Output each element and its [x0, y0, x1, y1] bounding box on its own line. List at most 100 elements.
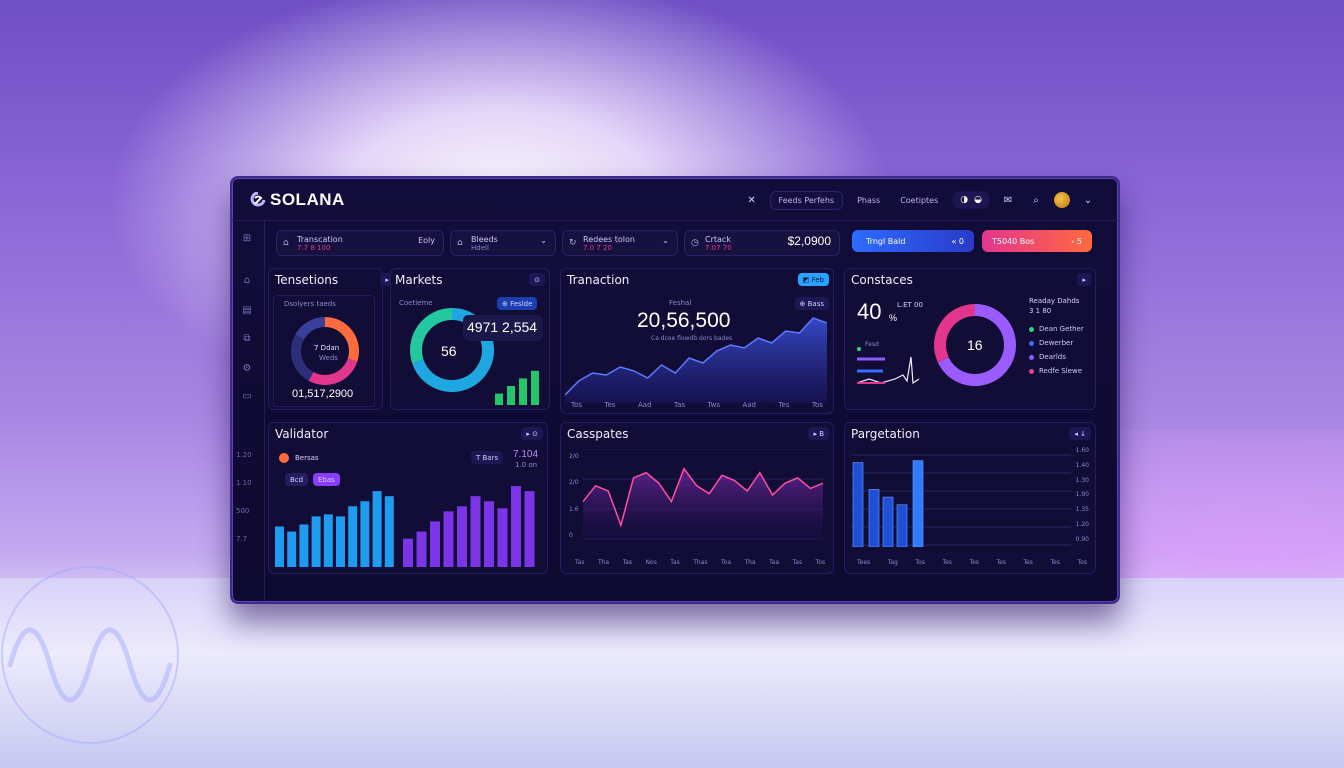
- sidebar: ⊞ ⌂ ▤ ⧉ ⚙ ▭ 1.20 1.10 500 7.7: [232, 221, 265, 601]
- t5040-bos-button[interactable]: T5040 Bos ‹ 5: [982, 230, 1092, 252]
- stat-value: $2,0900: [787, 234, 831, 248]
- markets-value: 4971 2,554: [467, 319, 538, 335]
- x-tick-label: Aad: [637, 401, 652, 409]
- close-icon[interactable]: ✕: [747, 194, 756, 206]
- legend-item: Redfe Slewe: [1029, 367, 1084, 375]
- panel-title: Casspates: [567, 427, 629, 441]
- button-label: T5040 Bos: [992, 236, 1035, 246]
- stat-card-bleeds[interactable]: ⌂ Bleeds Hdell ⌄: [450, 230, 556, 256]
- y-tick-label: 0: [569, 531, 573, 539]
- markets-bar-chart: [495, 370, 539, 405]
- avatar[interactable]: [1054, 192, 1070, 208]
- stat-card-transcation[interactable]: ⌂ Transcation 7.7 8 100 Eoly: [276, 230, 444, 256]
- panel-menu-button[interactable]: ◂ ↓: [1069, 427, 1091, 440]
- legend-sub: 3 1 80: [1029, 307, 1052, 315]
- bar: [470, 496, 481, 567]
- stat-card-crtack[interactable]: ◷ Crtack 7.07 70 $2,0900: [684, 230, 840, 256]
- panel-menu-button[interactable]: ⊙: [529, 273, 545, 286]
- y-tick-label: 1.30: [1075, 476, 1089, 484]
- casspates-line-chart: [583, 449, 823, 541]
- legend-dot-icon: [1029, 354, 1034, 360]
- y-tick-label: 1.60: [1075, 447, 1089, 454]
- stat-card-redees[interactable]: ↻ Redees tolon 7.0 7 20 ⌄: [562, 230, 678, 256]
- settings-icon[interactable]: ⚙: [242, 363, 252, 374]
- donut-card: Dsolyers taeds 7 Ddan Weds 01,517,2900: [273, 295, 375, 407]
- bar: [507, 386, 515, 405]
- home-icon[interactable]: ⌂: [243, 275, 251, 286]
- x-tick-label: Tha: [597, 559, 610, 566]
- x-tick-label: Taa: [769, 559, 780, 566]
- refresh-icon: ↻: [569, 238, 577, 248]
- chevron-down-icon: ⌄: [662, 236, 669, 245]
- nav-item-feeds[interactable]: Feeds Perfehs: [769, 190, 844, 210]
- x-tick-label: Tos: [815, 559, 825, 566]
- mail-icon[interactable]: ✉: [1003, 194, 1013, 206]
- constaces-value: 40: [857, 299, 882, 324]
- search-icon[interactable]: ⌕: [1033, 194, 1039, 206]
- trngl-bald-button[interactable]: Trngl Bald « 0: [852, 230, 974, 252]
- panel-title: Constaces: [851, 273, 913, 287]
- panel-menu-button[interactable]: ▸ ⊙: [521, 427, 543, 440]
- donut-slice: [291, 334, 314, 381]
- panel-pargetation: Pargetation ◂ ↓ 1.60 1.40 1.30 1.90 1.35 1.20…: [844, 422, 1096, 574]
- donut-slice: [308, 358, 358, 385]
- panel-transactions: Tensetions ▸ ⊙ Dsolyers taeds 7 Ddan Wed…: [268, 268, 402, 410]
- markets-value-box: 4971 2,554: [463, 315, 543, 341]
- panel-menu-button[interactable]: ▸ B: [808, 427, 829, 440]
- panel-menu-button[interactable]: ▸: [1077, 273, 1091, 286]
- donut-center-sub: Weds: [319, 354, 338, 362]
- y-tick-label: 1.35: [1075, 506, 1089, 514]
- transaction-badge[interactable]: ⊕ Bass: [794, 297, 829, 310]
- constaces-donut-chart: [934, 304, 1016, 386]
- layers-icon[interactable]: ⧉: [243, 333, 251, 344]
- donut-slice: [324, 317, 359, 362]
- x-tick-label: Tos: [915, 559, 925, 566]
- lock-icon: ⌂: [283, 238, 289, 248]
- x-tick-label: Tos: [1077, 559, 1087, 566]
- validator-chip[interactable]: Bcd: [285, 473, 309, 486]
- stat-right: Eoly: [418, 236, 435, 245]
- bar: [896, 504, 908, 547]
- validator-chip-active[interactable]: Ebas: [313, 473, 340, 486]
- x-tick-label: Tes: [778, 401, 790, 409]
- panel-title: Pargetation: [851, 427, 920, 441]
- brand-logo[interactable]: SOLANA: [250, 190, 345, 210]
- panel-menu-button[interactable]: ◩ Feb: [797, 273, 829, 286]
- pargetation-y-axis: 1.60 1.40 1.30 1.90 1.35 1.20 0.90: [1076, 447, 1089, 543]
- constaces-trend-lines: [856, 347, 920, 385]
- bar: [311, 516, 321, 567]
- donut-slice: [934, 304, 976, 363]
- stat-title: Crtack: [705, 234, 731, 244]
- lock-icon: ⌂: [457, 238, 463, 248]
- bar: [912, 460, 924, 547]
- nav-item-phass[interactable]: Phass: [857, 195, 881, 205]
- bar: [511, 486, 521, 567]
- button-suffix: « 0: [951, 236, 964, 246]
- transaction-x-axis: Tos Tes Aad Tas Tws Aad Tes Tos: [571, 401, 823, 409]
- folder-icon[interactable]: ▭: [242, 391, 252, 402]
- bar: [457, 506, 467, 567]
- constaces-value-pct: %: [889, 313, 898, 323]
- panel-casspates: Casspates ▸ B 2/0 2/0 1.6 0 Tas Tha Tas Nos Tas…: [560, 422, 834, 574]
- legend-title: Readay Dahds: [1029, 297, 1080, 305]
- chevron-down-icon[interactable]: ⌄: [1083, 194, 1093, 206]
- stat-sub: 7.07 70: [705, 243, 732, 252]
- x-tick-label: Tws: [707, 401, 720, 409]
- panel-constaces: Constaces ▸ 40 % L.ET 00 Fesd 16 Readay …: [844, 268, 1096, 410]
- theme-toggle[interactable]: ◑ ◒: [952, 191, 990, 209]
- panel-title: Markets: [395, 273, 443, 287]
- legend-item: Dearlds: [1029, 353, 1084, 361]
- markets-badge[interactable]: ⊕ Feslde: [497, 297, 538, 310]
- nav-item-coetiptes[interactable]: Coetiptes: [900, 195, 939, 205]
- validator-badge[interactable]: T Bars: [471, 451, 504, 464]
- bar: [416, 531, 427, 567]
- y-tick-label: 1.90: [1075, 491, 1089, 499]
- list-icon[interactable]: ▤: [242, 305, 252, 316]
- area-fill: [565, 318, 827, 403]
- donut-center-label: 7 Ddan: [314, 344, 340, 352]
- area-fill: [583, 468, 823, 541]
- grid-icon[interactable]: ⊞: [242, 233, 252, 244]
- transaction-value: 20,56,500: [637, 309, 731, 332]
- y-tick-label: 1.20: [1075, 521, 1089, 529]
- validator-bar-chart: [275, 486, 535, 567]
